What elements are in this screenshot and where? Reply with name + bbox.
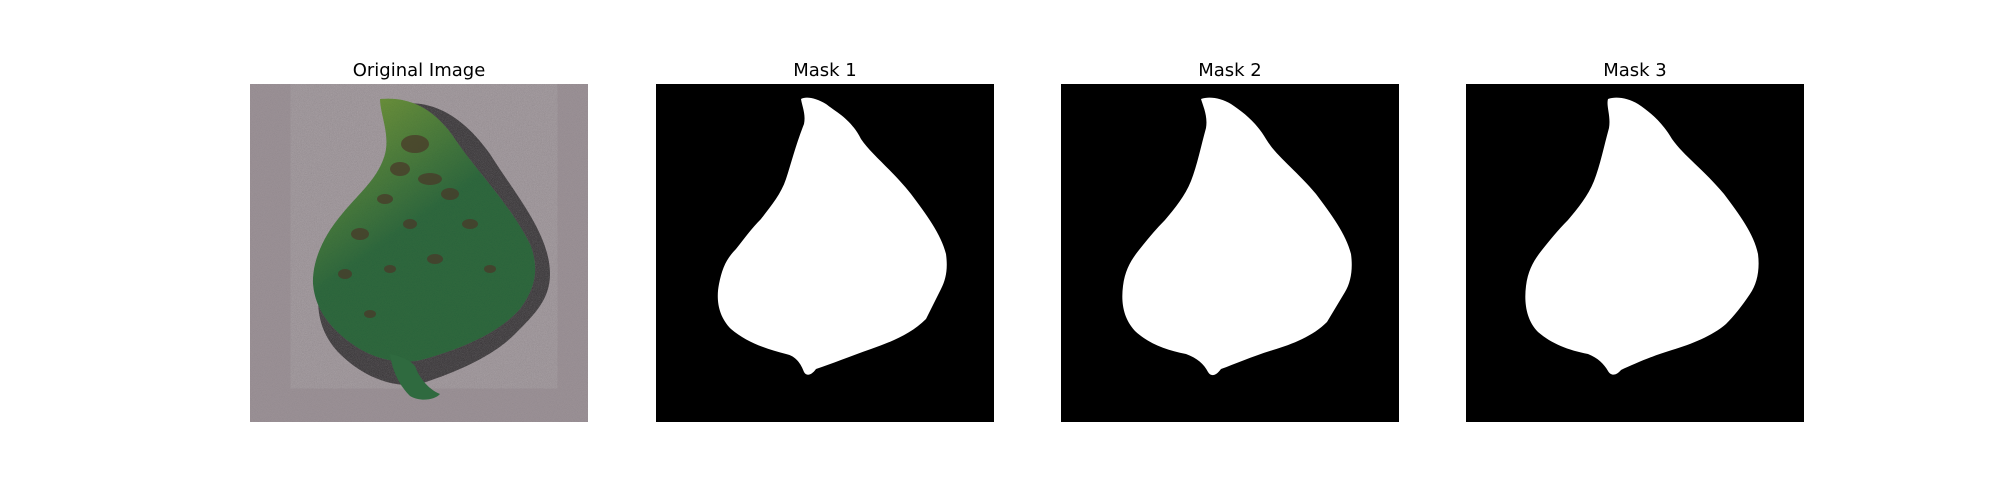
leaf-mask (1061, 84, 1399, 422)
mask-image (656, 84, 994, 422)
mask-region (717, 97, 947, 375)
lesion-spot (338, 269, 352, 279)
lesion-spot (484, 265, 496, 273)
panel-mask-3: Mask 3 (1466, 58, 1804, 422)
leaf-lesions (338, 135, 496, 318)
leaf (312, 98, 536, 362)
lesion-spot (401, 135, 429, 153)
lesion-spot (418, 173, 442, 185)
leaf-stem (390, 354, 440, 400)
lesion-spot (462, 219, 478, 229)
panel-mask-1: Mask 1 (656, 58, 994, 422)
panel-title: Mask 3 (1603, 60, 1667, 81)
lesion-spot (351, 228, 369, 240)
panel-mask-2: Mask 2 (1061, 58, 1399, 422)
lesion-spot (403, 219, 417, 229)
lesion-spot (427, 254, 443, 264)
leaf-mask (1466, 84, 1804, 422)
original-image (250, 84, 588, 422)
mask-region (1525, 97, 1759, 375)
panel-title: Mask 2 (1198, 60, 1262, 81)
mask-image (1466, 84, 1804, 422)
panel-original: Original Image (250, 58, 588, 422)
panel-title: Mask 1 (793, 60, 857, 81)
lesion-spot (364, 310, 376, 318)
panel-title: Original Image (352, 60, 486, 81)
leaf-photo (250, 84, 588, 422)
mask-image (1061, 84, 1399, 422)
mask-region (1122, 97, 1352, 376)
lesion-spot (390, 162, 410, 176)
lesion-spot (377, 194, 393, 204)
lesion-spot (441, 188, 459, 200)
lesion-spot (384, 265, 396, 273)
leaf-mask (656, 84, 994, 422)
